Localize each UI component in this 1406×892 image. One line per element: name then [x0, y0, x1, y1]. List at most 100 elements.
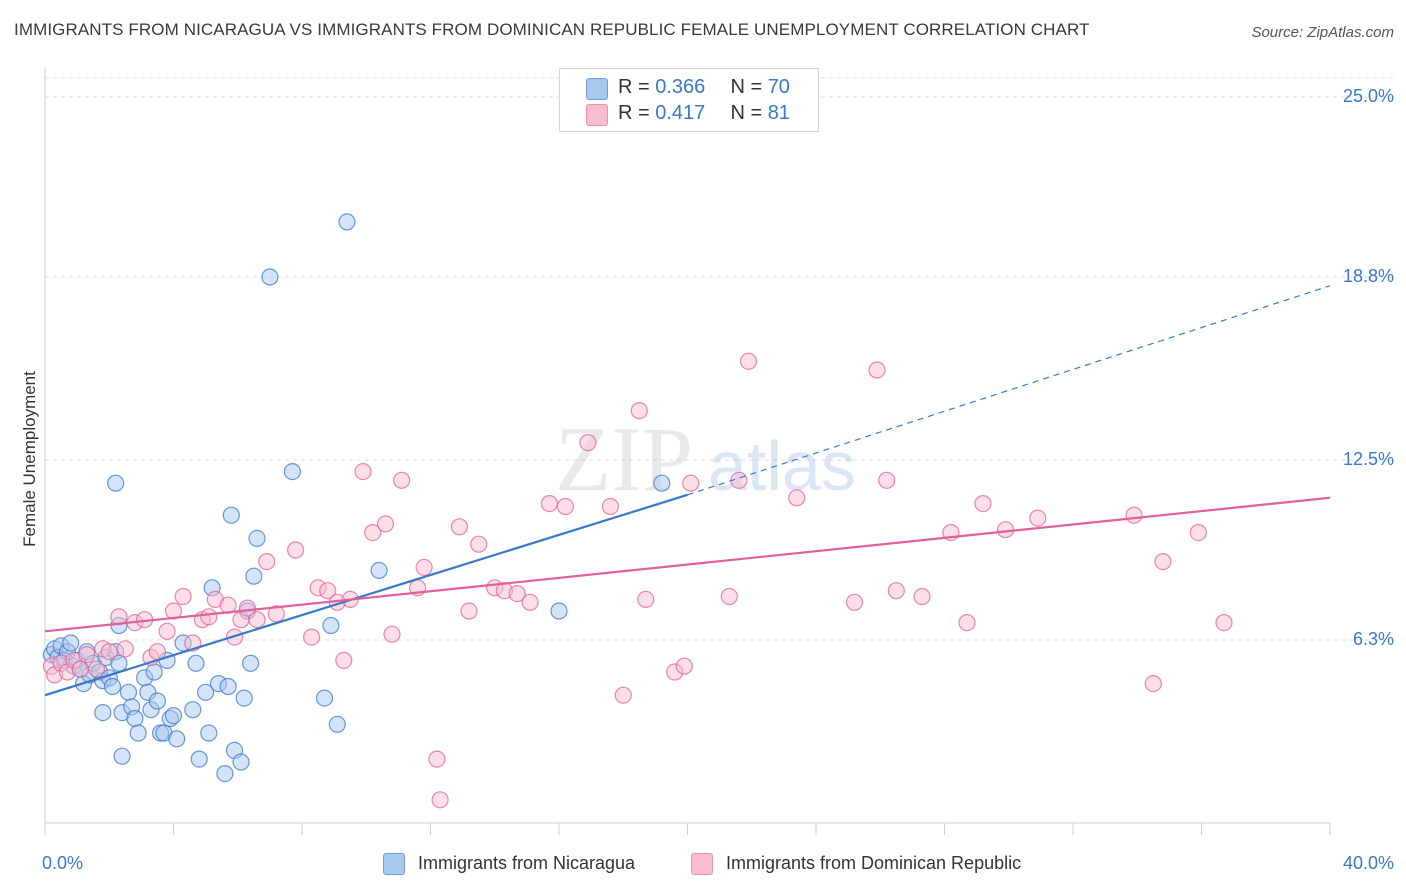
- trend-extension-nicaragua: [687, 285, 1331, 496]
- point-dominican: [383, 625, 401, 643]
- point-nicaragua: [232, 753, 250, 771]
- point-dominican: [556, 497, 575, 516]
- point-dominican: [110, 608, 128, 626]
- point-dominican: [845, 593, 864, 611]
- point-nicaragua: [190, 750, 208, 768]
- legend-n-value: 70: [767, 76, 790, 98]
- point-dominican: [1125, 506, 1143, 524]
- y-axis-label: Female Unemployment: [20, 371, 39, 547]
- point-nicaragua: [187, 654, 205, 672]
- point-dominican: [71, 660, 89, 678]
- point-dominican: [258, 552, 276, 571]
- series-swatch-blue: [383, 853, 405, 875]
- point-nicaragua: [219, 677, 237, 696]
- point-nicaragua: [62, 634, 80, 652]
- legend-r-label: R =: [618, 102, 650, 124]
- point-dominican: [238, 599, 256, 617]
- x-tick-label-max: 40.0%: [1342, 853, 1394, 873]
- grid-lines: [45, 77, 1395, 641]
- axes: [44, 68, 1331, 835]
- point-nicaragua: [370, 561, 388, 580]
- point-dominican: [116, 640, 134, 658]
- point-dominican: [460, 602, 478, 620]
- data-points: [42, 213, 1233, 809]
- point-dominican: [335, 651, 353, 670]
- watermark-atlas: atlas: [708, 427, 856, 505]
- correlation-legend: R = 0.366 N = 70 R = 0.417 N = 81: [559, 68, 819, 132]
- point-dominican: [200, 608, 218, 626]
- point-nicaragua: [113, 747, 131, 765]
- y-tick-label: 18.8%: [1342, 266, 1394, 287]
- point-nicaragua: [322, 616, 340, 635]
- point-dominican: [354, 463, 372, 481]
- point-dominican: [1029, 509, 1047, 527]
- legend-r-value: 0.366: [655, 76, 706, 98]
- point-dominican: [87, 660, 106, 678]
- point-dominican: [675, 657, 693, 675]
- trend-line-dominican: [44, 496, 1331, 633]
- point-dominican: [878, 471, 896, 489]
- x-tick-label-min: 0.0%: [42, 853, 84, 873]
- chart-title: IMMIGRANTS FROM NICARAGUA VS IMMIGRANTS …: [14, 20, 1090, 39]
- point-dominican: [540, 495, 559, 513]
- point-dominican: [996, 521, 1015, 539]
- point-dominican: [267, 605, 285, 623]
- point-dominican: [508, 584, 526, 603]
- point-dominican: [614, 686, 632, 704]
- point-dominican: [470, 535, 488, 553]
- legend-swatch-blue: [586, 78, 608, 100]
- point-dominican: [913, 587, 931, 606]
- point-dominican: [1154, 552, 1172, 571]
- legend-r-value: 0.417: [655, 102, 706, 124]
- point-nicaragua: [129, 724, 147, 742]
- point-nicaragua: [245, 567, 263, 585]
- legend-r-label: R =: [618, 76, 650, 98]
- point-dominican: [1189, 523, 1207, 542]
- point-dominican: [788, 489, 806, 507]
- point-dominican: [601, 497, 620, 516]
- point-nicaragua: [145, 663, 163, 681]
- point-nicaragua: [94, 703, 112, 722]
- legend-swatch-pink: [586, 104, 608, 126]
- point-dominican: [887, 582, 905, 600]
- trend-lines: [44, 285, 1331, 697]
- point-dominican: [1215, 613, 1233, 632]
- y-tick-label: 6.3%: [1352, 629, 1394, 650]
- point-dominican: [364, 523, 382, 542]
- point-nicaragua: [200, 724, 218, 742]
- point-dominican: [248, 611, 266, 629]
- point-dominican: [158, 622, 176, 640]
- point-nicaragua: [119, 683, 138, 701]
- y-tick-label: 25.0%: [1342, 86, 1394, 106]
- point-nicaragua: [242, 654, 260, 672]
- point-dominican: [720, 587, 738, 606]
- source-label: Source: ZipAtlas.com: [1251, 24, 1394, 41]
- point-dominican: [958, 613, 976, 632]
- point-nicaragua: [168, 730, 186, 748]
- point-nicaragua: [248, 529, 266, 548]
- point-dominican: [1144, 674, 1162, 693]
- legend-n-label: N =: [730, 76, 763, 98]
- point-nicaragua: [184, 701, 202, 719]
- series-label-nicaragua: Immigrants from Nicaragua: [418, 853, 636, 873]
- point-dominican: [630, 402, 648, 420]
- point-nicaragua: [107, 474, 125, 492]
- point-nicaragua: [103, 677, 122, 696]
- point-nicaragua: [235, 689, 253, 707]
- point-dominican: [174, 587, 192, 606]
- point-dominican: [868, 361, 886, 379]
- trend-line-nicaragua: [44, 493, 688, 697]
- point-dominican: [415, 558, 433, 577]
- point-dominican: [303, 628, 321, 646]
- watermark-zip: ZIP: [555, 408, 693, 510]
- point-nicaragua: [550, 602, 568, 620]
- series-swatch-pink: [691, 853, 713, 875]
- point-dominican: [521, 593, 539, 611]
- point-dominican: [431, 791, 449, 809]
- legend-n-label: N =: [730, 102, 763, 124]
- point-dominican: [739, 352, 758, 370]
- point-dominican: [78, 645, 96, 664]
- point-dominican: [319, 582, 337, 600]
- point-dominican: [637, 590, 655, 609]
